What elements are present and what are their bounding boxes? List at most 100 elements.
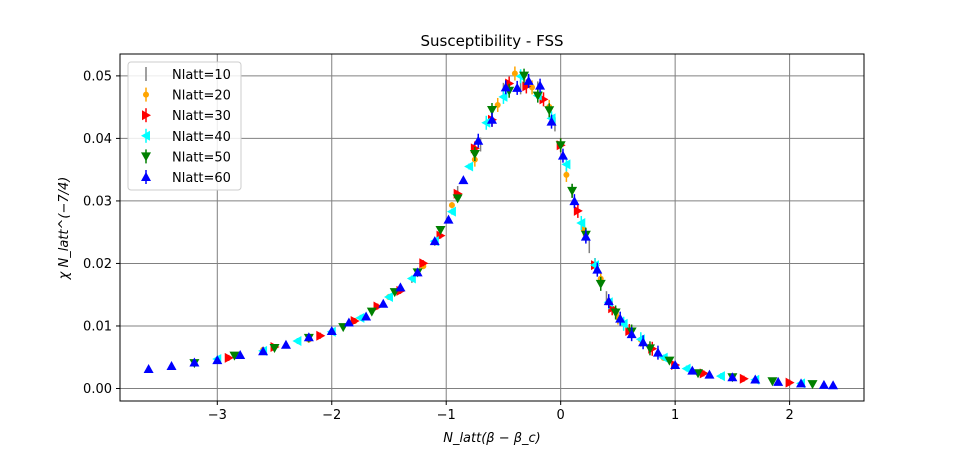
legend-box — [127, 61, 242, 191]
x-tick-label: 0 — [557, 408, 565, 423]
legend-marker — [143, 91, 149, 98]
data-point — [773, 376, 784, 386]
data-point — [350, 315, 360, 326]
data-point — [464, 161, 474, 172]
y-tick-label: 0.05 — [83, 69, 112, 84]
data-point — [292, 336, 302, 347]
x-tick-label: −1 — [437, 408, 456, 423]
x-axis-label: N_latt(β − β_c) — [443, 431, 541, 446]
legend-marker — [142, 110, 151, 121]
data-point — [615, 313, 626, 323]
data-point — [727, 372, 738, 382]
x-tick-label: −3 — [208, 408, 227, 423]
data-point — [546, 116, 557, 126]
data-point — [419, 258, 429, 269]
legend-label: Nlatt=20 — [172, 89, 231, 104]
data-point — [343, 317, 354, 327]
data-point — [258, 346, 269, 356]
data-point — [280, 339, 291, 349]
data-point — [652, 347, 663, 357]
data-point — [785, 377, 795, 388]
data-point — [189, 357, 200, 367]
data-point — [303, 332, 314, 342]
y-tick-label: 0.02 — [83, 257, 112, 272]
data-point — [638, 337, 649, 347]
legend: Nlatt=10 Nlatt=20 Nlatt=30 Nlatt=40 Nlatt=50… — [127, 61, 242, 191]
plot-frame — [119, 53, 865, 402]
data-point — [681, 363, 691, 374]
data-point — [750, 374, 761, 384]
data-point — [704, 369, 715, 379]
data-point — [212, 355, 223, 365]
data-point — [487, 105, 497, 115]
y-tick-label: 0.00 — [83, 382, 112, 397]
data-point — [535, 80, 546, 90]
data-point — [664, 356, 675, 366]
grid — [120, 54, 864, 401]
legend-label: Nlatt=30 — [172, 109, 231, 124]
data-point — [561, 159, 571, 170]
legend-marker — [141, 152, 151, 162]
series-nlatt-40 — [212, 69, 806, 389]
series-nlatt-50 — [189, 68, 818, 390]
data-point — [429, 236, 440, 246]
data-point — [511, 70, 518, 77]
data-point — [544, 106, 555, 116]
legend-label: Nlatt=10 — [172, 68, 231, 83]
data-point — [687, 365, 698, 375]
data-point — [767, 377, 778, 387]
x-axis-ticks: −3 −2 −1 0 1 2 — [208, 401, 794, 423]
data-point — [166, 360, 177, 370]
data-point — [435, 225, 446, 235]
data-point — [573, 205, 583, 216]
data-point — [626, 329, 637, 339]
data-point — [383, 291, 393, 302]
data-point — [500, 82, 511, 92]
legend-marker — [141, 130, 150, 141]
y-tick-label: 0.03 — [83, 194, 112, 209]
data-point — [443, 214, 454, 224]
x-tick-label: −2 — [322, 408, 341, 423]
data-point — [269, 344, 280, 354]
data-point — [796, 378, 807, 388]
data-point — [448, 202, 455, 209]
data-point — [603, 296, 614, 306]
data-point — [469, 150, 480, 160]
data-point — [818, 379, 829, 389]
data-point — [361, 311, 372, 321]
data-point — [563, 171, 570, 178]
data-point — [395, 282, 406, 292]
data-point — [610, 308, 621, 318]
data-point — [523, 75, 534, 85]
series-nlatt-10 — [411, 80, 608, 306]
data-point — [595, 279, 606, 289]
data-point — [807, 380, 818, 390]
data-point — [487, 114, 497, 124]
y-axis-ticks: 0.00 0.01 0.02 0.03 0.04 0.05 — [83, 69, 120, 397]
data-point — [658, 352, 668, 363]
data-point — [235, 349, 246, 359]
data-point — [555, 141, 566, 151]
data-point — [567, 186, 578, 196]
data-point — [316, 330, 326, 341]
data-point — [446, 206, 456, 217]
y-axis-label: χ N_latt^(−7/4) — [57, 177, 72, 281]
x-tick-label: 1 — [671, 408, 679, 423]
data-point — [458, 175, 469, 185]
data-point — [229, 351, 240, 361]
data-point — [618, 318, 628, 329]
chart-title: Susceptibility - FSS — [420, 32, 563, 50]
data-point — [580, 231, 591, 241]
data-point — [592, 264, 603, 274]
data-point — [670, 360, 681, 370]
data-point — [498, 91, 508, 102]
data-point — [529, 84, 536, 91]
data-point — [715, 371, 725, 382]
data-point — [532, 91, 543, 101]
data-point — [519, 71, 530, 81]
data-point — [412, 267, 423, 277]
data-point — [473, 135, 484, 145]
series-nlatt-60 — [143, 73, 839, 390]
